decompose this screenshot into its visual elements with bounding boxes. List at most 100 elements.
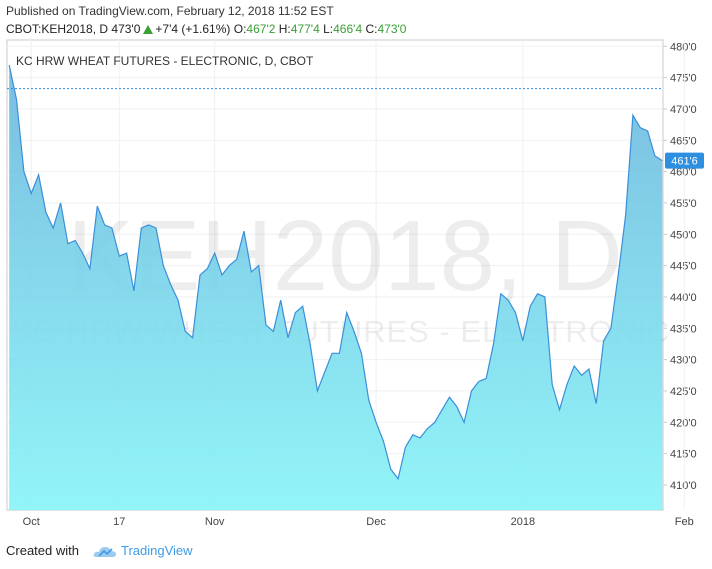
symbol-label: CBOT:KEH2018, D — [6, 22, 109, 36]
data-point — [471, 390, 473, 392]
data-point — [140, 227, 142, 229]
data-point — [104, 224, 106, 226]
low-label: L: — [323, 22, 334, 36]
data-point — [588, 368, 590, 370]
data-point — [251, 271, 253, 273]
data-point — [427, 428, 429, 430]
data-point — [324, 371, 326, 373]
data-point — [309, 343, 311, 345]
y-tick-label: 470'0 — [670, 104, 697, 116]
data-point — [529, 306, 531, 308]
data-point — [295, 312, 297, 314]
data-point — [661, 160, 663, 162]
y-tick-label: 445'0 — [670, 261, 697, 273]
data-point — [162, 265, 164, 267]
data-point — [544, 296, 546, 298]
y-tick-label: 410'0 — [670, 480, 697, 492]
data-point — [383, 440, 385, 442]
y-tick-label: 415'0 — [670, 449, 697, 461]
data-point — [603, 340, 605, 342]
data-point — [500, 293, 502, 295]
data-point — [449, 396, 451, 398]
data-point — [647, 130, 649, 132]
data-point — [258, 265, 260, 267]
data-point — [551, 384, 553, 386]
last-price-label: 461'6 — [671, 156, 698, 168]
data-point — [573, 365, 575, 367]
x-tick-label: Oct — [23, 516, 40, 528]
y-tick-label: 460'0 — [670, 167, 697, 179]
data-point — [38, 174, 40, 176]
data-point — [118, 255, 120, 257]
close-label: C: — [365, 22, 378, 36]
data-point — [463, 421, 465, 423]
data-point — [522, 340, 524, 342]
y-tick-label: 420'0 — [670, 417, 697, 429]
data-point — [419, 437, 421, 439]
chart-title: KC HRW WHEAT FUTURES - ELECTRONIC, D, CB… — [16, 54, 314, 68]
data-point — [89, 268, 91, 270]
tradingview-link[interactable]: TradingView — [120, 543, 193, 558]
data-point — [96, 205, 98, 207]
data-point — [207, 268, 209, 270]
created-with-text: Created with — [6, 543, 79, 558]
data-point — [434, 421, 436, 423]
x-tick-label: Feb — [675, 516, 694, 528]
data-point — [625, 215, 627, 217]
y-tick-label: 425'0 — [670, 386, 697, 398]
last-price-badge — [665, 152, 704, 169]
y-tick-label: 465'0 — [670, 135, 697, 147]
data-point — [537, 293, 539, 295]
data-point — [177, 299, 179, 301]
data-point — [126, 252, 128, 254]
y-tick-label: 480'0 — [670, 41, 697, 53]
data-point — [302, 306, 304, 308]
data-point — [23, 171, 25, 173]
series-line — [8, 64, 663, 481]
low-value: 466'4 — [333, 22, 363, 36]
data-point — [339, 353, 341, 355]
data-point — [390, 468, 392, 470]
data-point — [515, 312, 517, 314]
tradingview-logo-icon — [93, 546, 116, 557]
data-point — [581, 374, 583, 376]
footer: Created with TradingView — [6, 543, 193, 558]
data-point — [192, 337, 194, 339]
data-point — [412, 434, 414, 436]
data-point — [375, 421, 377, 423]
x-tick-label: 17 — [113, 516, 125, 528]
data-point — [16, 99, 18, 101]
data-point — [632, 114, 634, 116]
data-point — [74, 240, 76, 242]
data-point — [170, 284, 172, 286]
open-label: O: — [233, 22, 247, 36]
high-label: H: — [278, 22, 291, 36]
data-point — [60, 202, 62, 204]
data-point — [317, 390, 319, 392]
data-point — [639, 127, 641, 129]
data-point — [405, 447, 407, 449]
data-point — [566, 384, 568, 386]
y-tick-label: 440'0 — [670, 292, 697, 304]
data-point — [280, 299, 282, 301]
data-point — [82, 252, 84, 254]
data-point — [148, 224, 150, 226]
x-tick-label: 2018 — [511, 516, 535, 528]
data-point — [353, 331, 355, 333]
y-tick-label: 475'0 — [670, 73, 697, 85]
data-point — [30, 193, 32, 195]
data-point — [221, 274, 223, 276]
series-area — [9, 65, 663, 510]
data-point — [610, 327, 612, 329]
y-tick-label: 435'0 — [670, 323, 697, 335]
close-value: 473'0 — [377, 22, 407, 36]
data-point — [265, 324, 267, 326]
data-point — [478, 381, 480, 383]
data-point — [155, 227, 157, 229]
data-point — [346, 312, 348, 314]
data-point — [8, 64, 10, 66]
data-point — [236, 259, 238, 261]
data-point — [273, 331, 275, 333]
data-point — [654, 155, 656, 157]
